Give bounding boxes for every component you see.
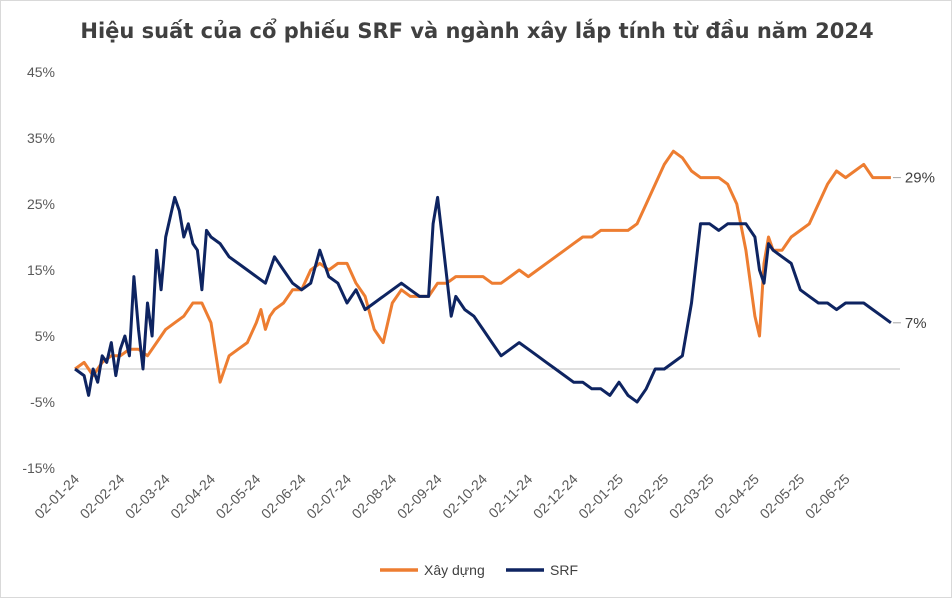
- legend: Xây dựng SRF: [380, 562, 578, 578]
- series-line-xay-dung: [74, 149, 891, 384]
- y-tick-label: 45%: [27, 64, 55, 80]
- x-tick-label: 02-08-24: [348, 471, 399, 522]
- x-tick-label: 02-05-24: [212, 471, 263, 522]
- x-tick-label: 02-02-25: [620, 471, 671, 522]
- x-tick-label: 02-01-25: [575, 471, 626, 522]
- x-tick-label: 02-03-25: [666, 471, 717, 522]
- x-tick-label: 02-03-24: [122, 471, 173, 522]
- series-layer: [74, 149, 892, 404]
- x-tick-label: 02-12-24: [530, 471, 581, 522]
- y-tick-label: 35%: [27, 130, 55, 146]
- series-line-srf: [74, 195, 892, 404]
- legend-label-xay-dung: Xây dựng: [424, 562, 485, 578]
- x-tick-label: 02-04-25: [711, 471, 762, 522]
- x-tick-label: 02-09-24: [394, 471, 445, 522]
- x-tick-label: 02-06-25: [802, 471, 853, 522]
- x-tick-label: 02-02-24: [77, 471, 128, 522]
- x-tick-label: 02-07-24: [303, 471, 354, 522]
- x-tick-label: 02-10-24: [439, 471, 490, 522]
- y-tick-label: 5%: [35, 328, 55, 344]
- y-tick-label: -5%: [30, 394, 55, 410]
- x-axis: 02-01-2402-02-2402-03-2402-04-2402-05-24…: [31, 471, 853, 522]
- x-tick-label: 02-04-24: [167, 471, 218, 522]
- end-label: 7%: [905, 315, 927, 332]
- x-tick-label: 02-01-24: [31, 471, 82, 522]
- end-label: 29%: [905, 170, 935, 187]
- y-axis: 45% 35% 25% 15% 5% -5% -15%: [22, 64, 55, 476]
- legend-label-srf: SRF: [550, 562, 578, 578]
- x-tick-label: 02-11-24: [485, 471, 535, 521]
- x-tick-label: 02-06-24: [258, 471, 309, 522]
- y-tick-label: 15%: [27, 262, 55, 278]
- y-tick-label: -15%: [22, 460, 55, 476]
- end-labels: 29% 7%: [892, 170, 935, 332]
- y-tick-label: 25%: [27, 196, 55, 212]
- x-tick-label: 02-05-25: [756, 471, 807, 522]
- chart-title: Hiệu suất của cổ phiếu SRF và ngành xây …: [80, 19, 874, 43]
